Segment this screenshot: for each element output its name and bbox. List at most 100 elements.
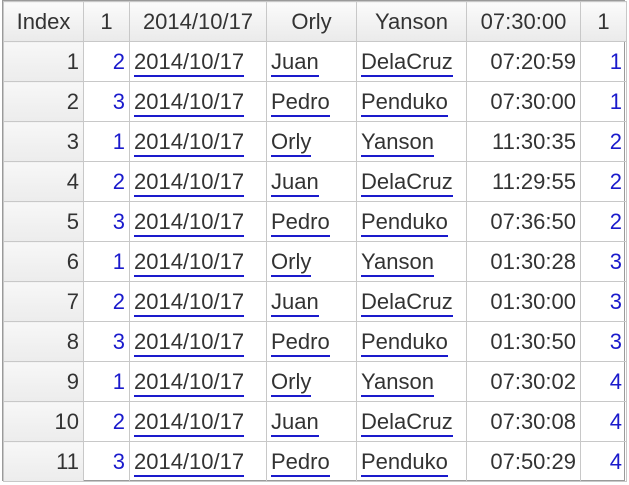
column-header-time[interactable]: 07:30:00 bbox=[466, 1, 581, 42]
date-cell[interactable]: 2014/10/17 bbox=[129, 241, 267, 282]
number-cell[interactable]: 3 bbox=[83, 81, 130, 122]
group-cell[interactable]: 2 bbox=[580, 121, 627, 162]
group-cell[interactable]: 3 bbox=[580, 281, 627, 322]
number-cell[interactable]: 3 bbox=[83, 441, 130, 482]
number-cell[interactable]: 3 bbox=[83, 201, 130, 242]
last-name-link[interactable]: Penduko bbox=[361, 328, 448, 357]
last-name-cell[interactable]: Yanson bbox=[356, 361, 467, 402]
time-cell[interactable]: 11:29:55 bbox=[466, 161, 581, 202]
last-name-cell[interactable]: DelaCruz bbox=[356, 161, 467, 202]
first-name-cell[interactable]: Juan bbox=[266, 281, 357, 322]
row-index-cell[interactable]: 1 bbox=[3, 41, 84, 82]
date-link[interactable]: 2014/10/17 bbox=[134, 408, 245, 437]
table-row[interactable]: 1 2 2014/10/17 Juan DelaCruz 07:20:59 1 bbox=[3, 41, 627, 82]
date-link[interactable]: 2014/10/17 bbox=[134, 448, 245, 477]
last-name-link[interactable]: Penduko bbox=[361, 88, 448, 117]
last-name-link[interactable]: Yanson bbox=[361, 128, 434, 157]
first-name-link[interactable]: Juan bbox=[271, 168, 319, 197]
last-name-cell[interactable]: Penduko bbox=[356, 201, 467, 242]
group-cell[interactable]: 4 bbox=[580, 401, 627, 442]
group-cell[interactable]: 4 bbox=[580, 441, 627, 482]
date-cell[interactable]: 2014/10/17 bbox=[129, 321, 267, 362]
row-index-cell[interactable]: 6 bbox=[3, 241, 84, 282]
row-index-cell[interactable]: 7 bbox=[3, 281, 84, 322]
table-row[interactable]: 10 2 2014/10/17 Juan DelaCruz 07:30:08 4 bbox=[3, 401, 627, 442]
group-cell[interactable]: 4 bbox=[580, 361, 627, 402]
group-cell[interactable]: 3 bbox=[580, 241, 627, 282]
number-cell[interactable]: 1 bbox=[83, 361, 130, 402]
first-name-link[interactable]: Orly bbox=[271, 368, 312, 397]
first-name-cell[interactable]: Pedro bbox=[266, 201, 357, 242]
first-name-cell[interactable]: Pedro bbox=[266, 441, 357, 482]
row-index-cell[interactable]: 2 bbox=[3, 81, 84, 122]
time-cell[interactable]: 07:30:08 bbox=[466, 401, 581, 442]
row-index-cell[interactable]: 5 bbox=[3, 201, 84, 242]
date-link[interactable]: 2014/10/17 bbox=[134, 48, 245, 77]
table-row[interactable]: 4 2 2014/10/17 Juan DelaCruz 11:29:55 2 bbox=[3, 161, 627, 202]
last-name-cell[interactable]: DelaCruz bbox=[356, 41, 467, 82]
date-cell[interactable]: 2014/10/17 bbox=[129, 401, 267, 442]
number-cell[interactable]: 2 bbox=[83, 401, 130, 442]
row-index-cell[interactable]: 8 bbox=[3, 321, 84, 362]
last-name-cell[interactable]: Penduko bbox=[356, 321, 467, 362]
date-link[interactable]: 2014/10/17 bbox=[134, 288, 245, 317]
last-name-link[interactable]: Yanson bbox=[361, 248, 434, 277]
number-cell[interactable]: 2 bbox=[83, 41, 130, 82]
column-header-first-name[interactable]: Orly bbox=[266, 1, 357, 42]
date-link[interactable]: 2014/10/17 bbox=[134, 208, 245, 237]
time-cell[interactable]: 11:30:35 bbox=[466, 121, 581, 162]
time-cell[interactable]: 07:36:50 bbox=[466, 201, 581, 242]
first-name-cell[interactable]: Orly bbox=[266, 121, 357, 162]
date-cell[interactable]: 2014/10/17 bbox=[129, 81, 267, 122]
last-name-link[interactable]: Penduko bbox=[361, 208, 448, 237]
row-index-cell[interactable]: 10 bbox=[3, 401, 84, 442]
first-name-cell[interactable]: Pedro bbox=[266, 321, 357, 362]
table-row[interactable]: 11 3 2014/10/17 Pedro Penduko 07:50:29 4 bbox=[3, 441, 627, 482]
time-cell[interactable]: 01:30:28 bbox=[466, 241, 581, 282]
last-name-cell[interactable]: DelaCruz bbox=[356, 401, 467, 442]
column-header-index[interactable]: Index bbox=[3, 1, 84, 42]
first-name-link[interactable]: Orly bbox=[271, 248, 312, 277]
number-cell[interactable]: 1 bbox=[83, 241, 130, 282]
last-name-link[interactable]: DelaCruz bbox=[361, 408, 453, 437]
date-link[interactable]: 2014/10/17 bbox=[134, 168, 245, 197]
first-name-cell[interactable]: Juan bbox=[266, 41, 357, 82]
last-name-cell[interactable]: Penduko bbox=[356, 441, 467, 482]
first-name-cell[interactable]: Pedro bbox=[266, 81, 357, 122]
time-cell[interactable]: 07:20:59 bbox=[466, 41, 581, 82]
table-row[interactable]: 8 3 2014/10/17 Pedro Penduko 01:30:50 3 bbox=[3, 321, 627, 362]
last-name-cell[interactable]: DelaCruz bbox=[356, 281, 467, 322]
row-index-cell[interactable]: 3 bbox=[3, 121, 84, 162]
last-name-cell[interactable]: Yanson bbox=[356, 241, 467, 282]
time-cell[interactable]: 07:30:02 bbox=[466, 361, 581, 402]
date-cell[interactable]: 2014/10/17 bbox=[129, 361, 267, 402]
table-row[interactable]: 2 3 2014/10/17 Pedro Penduko 07:30:00 1 bbox=[3, 81, 627, 122]
group-cell[interactable]: 3 bbox=[580, 321, 627, 362]
column-header-last-name[interactable]: Yanson bbox=[356, 1, 467, 42]
first-name-cell[interactable]: Juan bbox=[266, 401, 357, 442]
number-cell[interactable]: 2 bbox=[83, 161, 130, 202]
group-cell[interactable]: 2 bbox=[580, 201, 627, 242]
row-index-cell[interactable]: 11 bbox=[3, 441, 84, 482]
first-name-cell[interactable]: Orly bbox=[266, 361, 357, 402]
number-cell[interactable]: 1 bbox=[83, 121, 130, 162]
time-cell[interactable]: 07:50:29 bbox=[466, 441, 581, 482]
first-name-cell[interactable]: Juan bbox=[266, 161, 357, 202]
date-cell[interactable]: 2014/10/17 bbox=[129, 441, 267, 482]
group-cell[interactable]: 1 bbox=[580, 41, 627, 82]
first-name-link[interactable]: Pedro bbox=[271, 448, 330, 477]
table-row[interactable]: 7 2 2014/10/17 Juan DelaCruz 01:30:00 3 bbox=[3, 281, 627, 322]
date-cell[interactable]: 2014/10/17 bbox=[129, 121, 267, 162]
date-cell[interactable]: 2014/10/17 bbox=[129, 201, 267, 242]
first-name-cell[interactable]: Orly bbox=[266, 241, 357, 282]
first-name-link[interactable]: Juan bbox=[271, 408, 319, 437]
last-name-link[interactable]: DelaCruz bbox=[361, 168, 453, 197]
time-cell[interactable]: 07:30:00 bbox=[466, 81, 581, 122]
date-link[interactable]: 2014/10/17 bbox=[134, 128, 245, 157]
date-link[interactable]: 2014/10/17 bbox=[134, 248, 245, 277]
last-name-link[interactable]: Yanson bbox=[361, 368, 434, 397]
table-row[interactable]: 6 1 2014/10/17 Orly Yanson 01:30:28 3 bbox=[3, 241, 627, 282]
first-name-link[interactable]: Orly bbox=[271, 128, 312, 157]
last-name-link[interactable]: DelaCruz bbox=[361, 48, 453, 77]
column-header-group[interactable]: 1 bbox=[580, 1, 627, 42]
